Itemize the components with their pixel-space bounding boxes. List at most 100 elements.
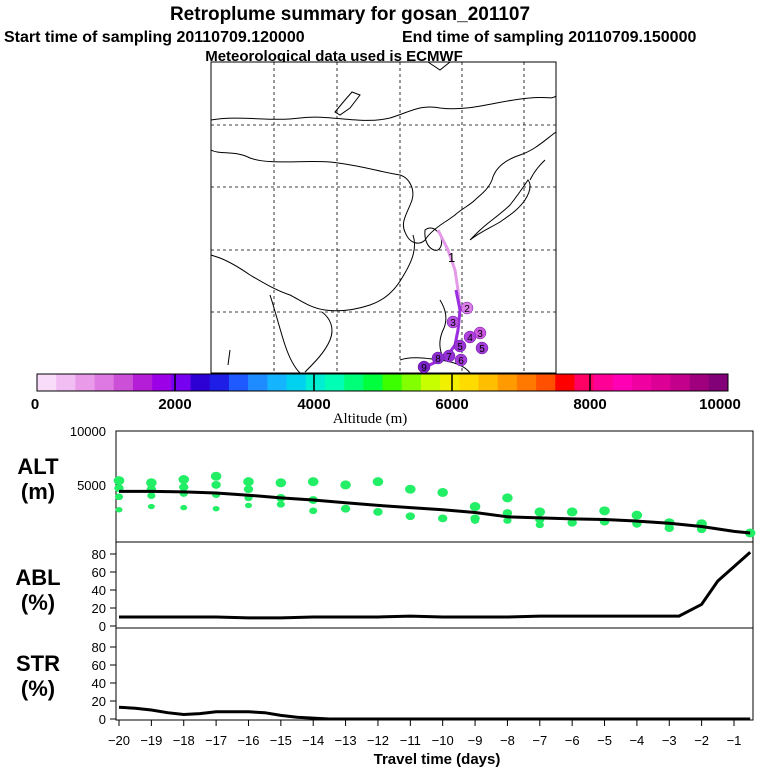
plume-point: [243, 477, 254, 487]
colorbar-cell: [190, 374, 211, 391]
str-ytick: 20: [92, 694, 106, 709]
x-tick-label: −11: [400, 733, 421, 748]
trajectory-marker: 7: [442, 349, 456, 363]
plume-point: [244, 502, 252, 509]
str-ylabel-line1: STR: [16, 651, 60, 676]
colorbar-cell: [248, 374, 268, 391]
plume-point: [372, 477, 384, 487]
x-tick-label: −3: [662, 733, 677, 748]
plume-point: [146, 478, 157, 488]
plume-point: [664, 524, 674, 533]
colorbar-tick-10000: 10000: [699, 396, 741, 413]
plume-point: [210, 471, 222, 481]
abl-ytick: 40: [92, 583, 106, 598]
x-tick-label: −15: [270, 733, 292, 748]
trajectory-marker: 3: [473, 326, 487, 340]
coastlines: [210, 61, 557, 374]
colorbar-tick-8000: 8000: [573, 396, 606, 413]
x-tick-label: −6: [565, 733, 580, 748]
trajectory-marker-label: 4: [467, 333, 473, 344]
plume-point: [147, 492, 156, 500]
colorbar-cell: [305, 374, 326, 391]
colorbar-cell: [344, 374, 364, 391]
map-gridlines: [211, 62, 556, 373]
abl-ylabel-line2: (%): [21, 590, 55, 615]
colorbar-cell: [363, 374, 383, 391]
plume-point: [502, 493, 513, 503]
plume-point: [566, 507, 578, 517]
plume-point: [243, 485, 254, 494]
plume-point: [180, 504, 188, 511]
plume-point: [340, 504, 351, 513]
x-tick-label: −14: [302, 733, 324, 748]
trajectory-marker-label: 5: [457, 342, 463, 353]
figure-title: Retroplume summary for gosan_201107: [170, 4, 530, 25]
str-ytick: 0: [99, 712, 106, 727]
plume-point: [212, 505, 220, 512]
plume-point: [437, 487, 448, 497]
colorbar-cell: [401, 374, 422, 391]
trajectory-marker: 3: [446, 315, 460, 329]
end-time-label: End time of sampling 20110709.150000: [402, 29, 696, 46]
trajectory-marker: 6: [454, 353, 468, 367]
trajectory-marker-label: 8: [435, 354, 441, 365]
alt-ytick-10000: 10000: [70, 424, 106, 439]
colorbar-cell: [113, 374, 134, 391]
colorbar-cell: [536, 374, 556, 391]
plume-point: [113, 476, 125, 486]
plume-point: [599, 506, 610, 516]
alt-panel: ALT (m) 10000 5000: [17, 424, 756, 543]
x-tick-label: −4: [629, 733, 644, 748]
x-tick-label: −18: [173, 733, 195, 748]
colorbar-cell: [497, 374, 518, 391]
plume-point: [437, 514, 448, 523]
trajectory-marker: 5: [453, 339, 467, 353]
travel-time-axis: −20 −19 −18 −17 −16 −15 −14 −13 −12 −11 −10 −9 −8 −7 −…: [108, 720, 741, 748]
plume-point: [147, 503, 155, 510]
colorbar-cell: [555, 374, 575, 391]
abl-ytick: 0: [99, 619, 106, 634]
abl-ytick: 80: [92, 547, 106, 562]
alt-ytick-5000: 5000: [77, 478, 106, 493]
plume-point: [276, 501, 285, 508]
x-axis-label: Travel time (days): [374, 751, 501, 768]
trajectory-marker-label: 2: [464, 304, 470, 315]
x-tick-label: −12: [367, 733, 389, 748]
plume-point: [275, 478, 287, 488]
plume-point: [470, 517, 480, 524]
x-tick-label: −8: [500, 733, 515, 748]
abl-ytick: 20: [92, 601, 106, 616]
plume-point: [309, 507, 318, 515]
plume-point: [373, 508, 383, 516]
colorbar-cell: [440, 374, 460, 391]
colorbar-cell: [132, 374, 153, 391]
plume-point: [534, 507, 546, 517]
source-marker-label: 1: [448, 250, 455, 265]
colorbar-tick-4000: 4000: [297, 396, 330, 413]
str-ylabel-line2: (%): [21, 676, 55, 701]
colorbar-cell: [420, 374, 441, 391]
str-panel: STR (%) 80 60 40 20 0: [16, 627, 754, 727]
colorbar-cell: [267, 374, 287, 391]
trajectory-marker-label: 9: [421, 363, 427, 374]
colorbar-cell: [75, 374, 95, 391]
trajectory-marker: 8: [431, 351, 445, 365]
colorbar-cell: [286, 374, 307, 391]
trajectory-marker: 9: [417, 360, 431, 374]
colorbar-cell: [37, 374, 57, 391]
colorbar-cell: [689, 374, 710, 391]
plume-altitude-points: [113, 471, 756, 538]
x-tick-label: −2: [694, 733, 709, 748]
plume-point: [211, 481, 221, 489]
plume-point: [340, 480, 351, 490]
start-time-label: Start time of sampling 20110709.120000: [4, 29, 305, 46]
x-tick-label: −1: [727, 733, 742, 748]
x-tick-label: −5: [597, 733, 612, 748]
alt-mean-line: [119, 489, 751, 535]
colorbar-cell: [171, 374, 191, 391]
str-ytick: 60: [92, 658, 106, 673]
trajectory-marker: 4: [463, 330, 477, 344]
